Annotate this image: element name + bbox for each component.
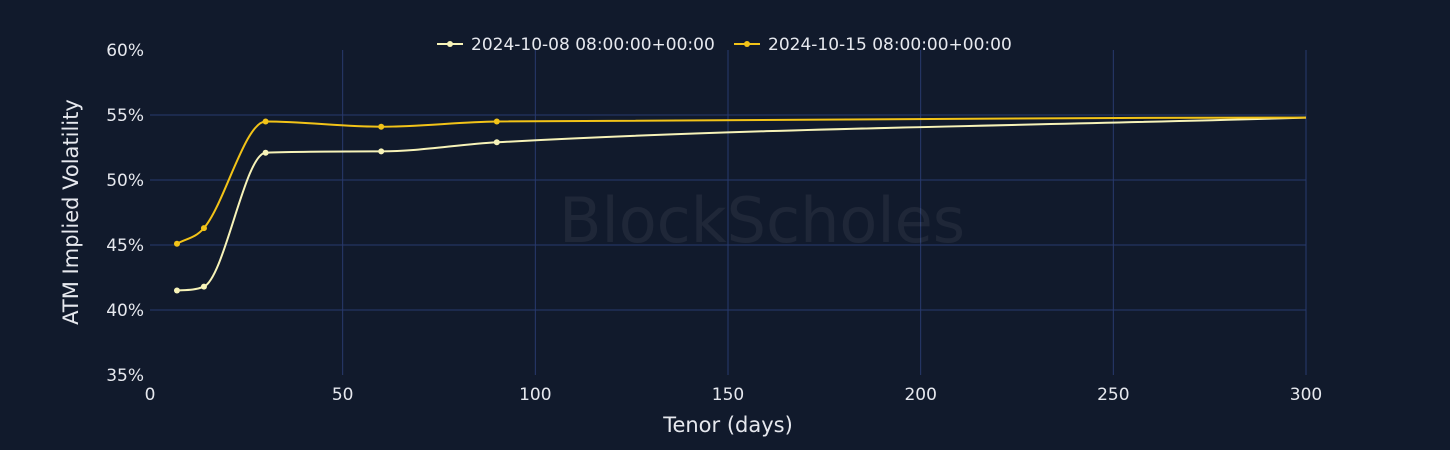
data-point — [262, 118, 269, 125]
legend[interactable]: 2024-10-08 08:00:00+00:00 2024-10-15 08:0… — [437, 35, 1012, 55]
x-tick-label: 250 — [1097, 385, 1129, 405]
y-tick-label: 50% — [106, 171, 144, 191]
x-tick-label: 200 — [904, 385, 936, 405]
y-tick-label: 40% — [106, 301, 144, 321]
data-point — [378, 123, 385, 130]
series-line — [176, 116, 1307, 245]
legend-swatch-marker — [744, 41, 750, 47]
x-tick-label: 100 — [519, 385, 551, 405]
y-tick-label: 55% — [106, 106, 144, 126]
series-line — [176, 116, 1307, 292]
y-tick-label: 35% — [106, 366, 144, 386]
y-tick-label: 60% — [106, 41, 144, 61]
x-tick-label: 50 — [332, 385, 354, 405]
x-tick-label: 0 — [145, 385, 156, 405]
legend-item[interactable]: 2024-10-08 08:00:00+00:00 — [437, 35, 715, 55]
x-tick-label: 150 — [712, 385, 744, 405]
data-point — [173, 287, 180, 294]
data-point — [378, 148, 385, 155]
y-axis-title: ATM Implied Volatility — [59, 99, 83, 325]
data-point — [200, 283, 207, 290]
x-axis-ticks: 0 50 100 150 200 250 300 — [145, 385, 1323, 405]
grid — [150, 50, 1307, 375]
data-point — [493, 118, 500, 125]
series-2 — [173, 116, 1307, 247]
y-tick-label: 45% — [106, 236, 144, 256]
data-point — [200, 225, 207, 232]
data-point — [493, 139, 500, 146]
watermark-text: BlockScholes — [559, 184, 965, 257]
y-axis-ticks: 35% 40% 45% 50% 55% 60% — [106, 41, 144, 386]
legend-label: 2024-10-15 08:00:00+00:00 — [768, 35, 1012, 55]
data-point — [262, 149, 269, 156]
series-layer — [173, 116, 1307, 294]
legend-item[interactable]: 2024-10-15 08:00:00+00:00 — [734, 35, 1012, 55]
data-point — [173, 240, 180, 247]
x-axis-title: Tenor (days) — [662, 413, 793, 437]
x-tick-label: 300 — [1290, 385, 1322, 405]
legend-swatch-marker — [447, 41, 453, 47]
legend-label: 2024-10-08 08:00:00+00:00 — [471, 35, 715, 55]
series-1 — [173, 116, 1307, 294]
